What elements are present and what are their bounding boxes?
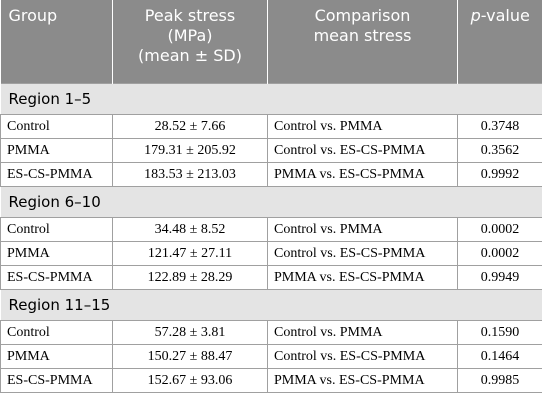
section-row: Region 1–5 bbox=[0, 83, 542, 115]
data-row: Control 34.48 ± 8.52 Control vs. PMMA 0.000… bbox=[0, 217, 542, 242]
section-title: Region 1–5 bbox=[0, 83, 542, 115]
cell: 0.9949 bbox=[457, 265, 542, 290]
cell: 179.31 ± 205.92 bbox=[112, 138, 268, 163]
cell: Control vs. ES-CS-PMMA bbox=[267, 241, 458, 266]
header-text: Peak stress bbox=[144, 6, 236, 25]
cell: PMMA bbox=[0, 138, 113, 163]
cell: 152.67 ± 93.06 bbox=[112, 368, 268, 393]
data-row: Control 57.28 ± 3.81 Control vs. PMMA 0.159… bbox=[0, 320, 542, 345]
header-cell: p-value bbox=[457, 0, 542, 84]
cell: 0.9992 bbox=[457, 162, 542, 187]
cell: 183.53 ± 213.03 bbox=[112, 162, 268, 187]
cell: PMMA vs. ES-CS-PMMA bbox=[267, 368, 458, 393]
cell: 0.1464 bbox=[457, 344, 542, 369]
cell: 150.27 ± 88.47 bbox=[112, 344, 268, 369]
cell: 0.9985 bbox=[457, 368, 542, 393]
data-row: Control 28.52 ± 7.66 Control vs. PMMA 0.374… bbox=[0, 114, 542, 139]
cell: ES-CS-PMMA bbox=[0, 162, 113, 187]
section-row: Region 11–15 bbox=[0, 289, 542, 321]
cell: PMMA vs. ES-CS-PMMA bbox=[267, 265, 458, 290]
section-title: Region 6–10 bbox=[0, 186, 542, 218]
cell: Control vs. ES-CS-PMMA bbox=[267, 138, 458, 163]
cell: 0.3562 bbox=[457, 138, 542, 163]
cell: Control bbox=[0, 114, 113, 139]
cell: 0.3748 bbox=[457, 114, 542, 139]
cell: 122.89 ± 28.29 bbox=[112, 265, 268, 290]
header-text: (MPa) bbox=[167, 26, 213, 45]
header-text: Comparison bbox=[314, 6, 411, 25]
data-row: ES-CS-PMMA 122.89 ± 28.29 PMMA vs. ES-CS-P… bbox=[0, 265, 542, 290]
header-row: Group Peak stress (MPa) (mean ± SD) Comp… bbox=[0, 0, 542, 84]
header-text: mean stress bbox=[313, 26, 412, 45]
section-title: Region 11–15 bbox=[0, 289, 542, 321]
data-row: PMMA 179.31 ± 205.92 Control vs. ES-CS-PMM… bbox=[0, 138, 542, 163]
header-cell: Group bbox=[0, 0, 113, 84]
cell: Control vs. PMMA bbox=[267, 114, 458, 139]
cell: ES-CS-PMMA bbox=[0, 368, 113, 393]
data-row: PMMA 150.27 ± 88.47 Control vs. ES-CS-PMMA… bbox=[0, 344, 542, 369]
cell: Control vs. PMMA bbox=[267, 320, 458, 345]
cell: PMMA bbox=[0, 241, 113, 266]
data-row: ES-CS-PMMA 183.53 ± 213.03 PMMA vs. ES-CS-… bbox=[0, 162, 542, 187]
cell: 121.47 ± 27.11 bbox=[112, 241, 268, 266]
cell: 0.0002 bbox=[457, 217, 542, 242]
cell: 0.1590 bbox=[457, 320, 542, 345]
table-body: Region 1–5 Control 28.52 ± 7.66 Control vs.… bbox=[0, 83, 542, 393]
cell: 34.48 ± 8.52 bbox=[112, 217, 268, 242]
header-text: -value bbox=[480, 6, 530, 25]
header-cell: Comparison mean stress bbox=[267, 0, 458, 84]
cell: Control bbox=[0, 217, 113, 242]
cell: 0.0002 bbox=[457, 241, 542, 266]
header-cell: Peak stress (MPa) (mean ± SD) bbox=[112, 0, 268, 84]
cell: ES-CS-PMMA bbox=[0, 265, 113, 290]
cell: Control vs. ES-CS-PMMA bbox=[267, 344, 458, 369]
cell: 28.52 ± 7.66 bbox=[112, 114, 268, 139]
cell: PMMA vs. ES-CS-PMMA bbox=[267, 162, 458, 187]
cell: Control vs. PMMA bbox=[267, 217, 458, 242]
data-row: PMMA 121.47 ± 27.11 Control vs. ES-CS-PMMA… bbox=[0, 241, 542, 266]
cell: PMMA bbox=[0, 344, 113, 369]
section-row: Region 6–10 bbox=[0, 186, 542, 218]
cell: Control bbox=[0, 320, 113, 345]
cell: 57.28 ± 3.81 bbox=[112, 320, 268, 345]
data-table: Group Peak stress (MPa) (mean ± SD) Comp… bbox=[0, 0, 542, 393]
data-row: ES-CS-PMMA 152.67 ± 93.06 PMMA vs. ES-CS-P… bbox=[0, 368, 542, 393]
header-text: p bbox=[470, 6, 481, 25]
header-text: Group bbox=[8, 6, 58, 25]
header-text: (mean ± SD) bbox=[138, 46, 242, 65]
